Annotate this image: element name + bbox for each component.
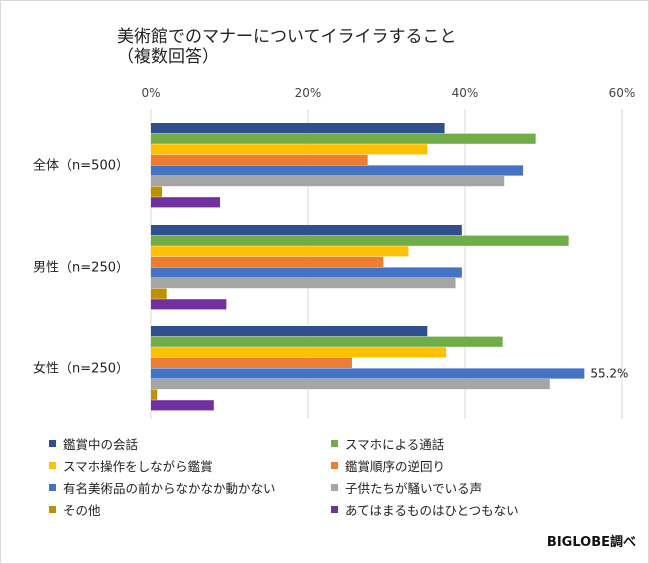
x-tick-label: 20% xyxy=(295,86,322,100)
legend-item: 有名美術品の前からなかなか動かない xyxy=(49,477,331,497)
bar xyxy=(151,256,384,267)
bar xyxy=(151,197,221,208)
legend-label: 鑑賞中の会話 xyxy=(63,436,139,452)
legend-label: スマホによる通話 xyxy=(345,436,445,452)
bar xyxy=(151,186,162,197)
legend-item: その他 xyxy=(49,499,331,519)
legend-item: スマホ操作をしながら鑑賞 xyxy=(49,455,331,475)
bar xyxy=(151,299,227,310)
legend-swatch xyxy=(331,505,338,513)
legend-label: スマホ操作をしながら鑑賞 xyxy=(63,458,213,474)
category-label: 男性（n=250） xyxy=(33,260,129,275)
bar-chart: 0% 20% 40% 60% 全体（n=500） 男性（n=250） 女性（n=250） 55… xyxy=(33,86,636,419)
x-tick-label: 60% xyxy=(609,86,636,100)
bar xyxy=(151,389,158,400)
legend-swatch xyxy=(49,505,56,513)
bar xyxy=(151,336,503,347)
bar xyxy=(151,278,456,289)
x-tick-label: 0% xyxy=(141,86,160,100)
bar xyxy=(151,246,409,257)
bar xyxy=(151,267,462,278)
bar xyxy=(151,347,447,358)
legend-item: 鑑賞中の会話 xyxy=(49,433,331,453)
bar xyxy=(151,144,428,155)
legend-swatch xyxy=(331,461,338,469)
legend-item: スマホによる通話 xyxy=(331,433,569,453)
bar xyxy=(151,379,550,390)
bar xyxy=(151,326,428,337)
legend-swatch xyxy=(331,483,338,491)
category-label: 女性（n=250） xyxy=(33,360,129,376)
bar xyxy=(151,235,569,246)
bar xyxy=(151,288,167,299)
legend-label: 有名美術品の前からなかなか動かない xyxy=(63,480,276,496)
x-tick-label: 40% xyxy=(452,86,479,100)
category-label: 全体（n=500） xyxy=(33,157,129,173)
legend-item: 鑑賞順序の逆回り xyxy=(331,455,569,475)
chart-legend: 鑑賞中の会話 スマホによる通話スマホ操作をしながら鑑賞 鑑賞順序の逆回り有名美術品の… xyxy=(49,433,569,519)
bar xyxy=(151,368,585,379)
bar xyxy=(151,357,352,368)
legend-item: 子供たちが騒いでいる声 xyxy=(331,477,569,497)
legend-swatch xyxy=(331,439,338,447)
legend-swatch xyxy=(49,439,56,447)
legend-label: 鑑賞順序の逆回り xyxy=(345,458,446,474)
bar xyxy=(151,123,445,134)
bar xyxy=(151,176,505,187)
bar xyxy=(151,165,524,176)
legend-swatch xyxy=(49,461,56,469)
bar xyxy=(151,400,214,411)
data-label: 55.2% xyxy=(590,367,628,381)
legend-item: あてはまるものはひとつもない xyxy=(331,499,569,519)
chart-title: 美術館でのマナーについてイライラすること （複数回答） xyxy=(117,27,457,67)
chart-title-line-1: 美術館でのマナーについてイライラすること xyxy=(117,27,457,47)
bar xyxy=(151,133,536,144)
legend-label: あてはまるものはひとつもない xyxy=(345,502,519,518)
bar xyxy=(151,225,462,236)
bar xyxy=(151,154,368,165)
source-note: BIGLOBE調べ xyxy=(546,535,636,550)
legend-label: その他 xyxy=(63,502,101,518)
legend-swatch xyxy=(49,483,56,491)
chart-title-line-2: （複数回答） xyxy=(117,47,219,67)
legend-label: 子供たちが騒いでいる声 xyxy=(345,480,483,496)
